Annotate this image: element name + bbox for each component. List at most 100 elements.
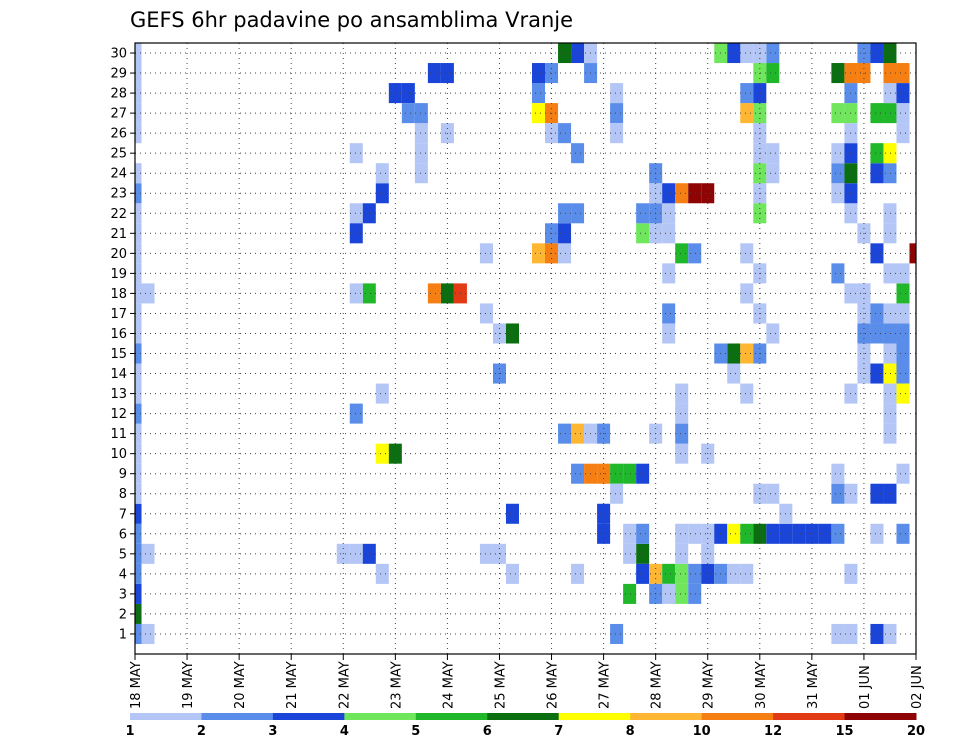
heatmap-cell	[401, 103, 415, 124]
heatmap-cell	[870, 303, 884, 324]
heatmap-cell	[610, 463, 624, 484]
heatmap-cell	[558, 223, 572, 244]
heatmap-cell	[675, 183, 689, 204]
heatmap-cell	[571, 143, 585, 164]
heatmap-cell	[135, 363, 142, 384]
x-tick-label: 02 JUN	[910, 665, 925, 709]
x-tick-label: 18 MAY	[129, 661, 144, 709]
heatmap-cell	[675, 403, 689, 424]
y-tick-label: 6	[119, 527, 127, 542]
heatmap-cell	[870, 363, 884, 384]
heatmap-cell	[740, 523, 754, 544]
heatmap-cell	[740, 343, 754, 364]
heatmap-cell	[727, 563, 741, 584]
heatmap-cell	[675, 443, 689, 464]
heatmap-cell	[135, 183, 142, 204]
colorbar-label: 1	[125, 724, 134, 739]
heatmap-cell	[883, 63, 897, 84]
heatmap-cell	[662, 323, 676, 344]
heatmap-cell	[766, 323, 780, 344]
heatmap-cell	[135, 63, 142, 84]
heatmap-cell	[135, 403, 142, 424]
heatmap-cell	[675, 583, 689, 604]
heatmap-cell	[740, 103, 754, 124]
heatmap-cell	[727, 343, 741, 364]
colorbar-label: 6	[483, 724, 492, 739]
heatmap-cell	[135, 263, 142, 284]
heatmap-cell	[896, 303, 910, 324]
heatmap-cell	[896, 523, 910, 544]
heatmap-cell	[479, 303, 493, 324]
heatmap-cell	[349, 223, 363, 244]
heatmap-cell	[909, 243, 916, 264]
heatmap-cell	[675, 543, 689, 564]
y-tick-label: 22	[110, 207, 127, 222]
colorbar-label: 4	[340, 724, 349, 739]
heatmap-cell	[135, 483, 142, 504]
y-tick-label: 17	[110, 307, 127, 322]
heatmap-cell	[870, 483, 884, 504]
y-tick-label: 27	[110, 107, 127, 122]
heatmap-cell	[688, 563, 702, 584]
heatmap-cell	[349, 203, 363, 224]
y-tick-label: 11	[110, 427, 127, 442]
heatmap-cell	[662, 303, 676, 324]
heatmap-cell	[766, 63, 780, 84]
colorbar-swatch	[415, 713, 488, 720]
heatmap-cell	[662, 223, 676, 244]
heatmap-cell	[896, 263, 910, 284]
colorbar-label: 15	[835, 724, 853, 739]
heatmap-cell	[505, 503, 519, 524]
heatmap-cell	[610, 103, 624, 124]
y-tick-label: 15	[110, 347, 127, 362]
heatmap-cell	[662, 183, 676, 204]
heatmap-cell	[414, 143, 428, 164]
heatmap-cell	[662, 203, 676, 224]
heatmap-cell	[883, 103, 897, 124]
heatmap-cell	[792, 523, 806, 544]
heatmap-cell	[740, 83, 754, 104]
x-tick-label: 27 MAY	[598, 661, 613, 709]
heatmap-cell	[558, 203, 572, 224]
heatmap-cell	[870, 43, 884, 64]
heatmap-cell	[610, 83, 624, 104]
heatmap-cell	[135, 443, 142, 464]
heatmap-cell	[135, 283, 142, 304]
heatmap-cell	[675, 523, 689, 544]
heatmap-cell	[135, 583, 142, 604]
heatmap-cell	[883, 43, 897, 64]
heatmap-cell	[623, 523, 637, 544]
y-tick-label: 8	[119, 487, 127, 502]
heatmap-cell	[870, 163, 884, 184]
heatmap-cell	[532, 243, 546, 264]
heatmap-cell	[870, 143, 884, 164]
heatmap-cell	[831, 623, 845, 644]
heatmap-cell	[896, 283, 910, 304]
colorbar-label: 2	[197, 724, 206, 739]
heatmap-cell	[610, 483, 624, 504]
x-tick-label: 20 MAY	[233, 661, 248, 709]
heatmap-cell	[883, 303, 897, 324]
heatmap-cell	[740, 243, 754, 264]
heatmap-cell	[727, 523, 741, 544]
colorbar: 1 2 3 4 5 6 7 8 10 12 15 20	[125, 713, 925, 739]
y-axis: 1234567891011121314151617181920212223242…	[110, 47, 135, 642]
heatmap-cell	[831, 463, 845, 484]
heatmap-cell	[414, 103, 428, 124]
heatmap-cell	[818, 523, 832, 544]
heatmap-cell	[831, 523, 845, 544]
heatmap-cell	[623, 463, 637, 484]
heatmap-cell	[870, 103, 884, 124]
heatmap-cell	[135, 103, 142, 124]
heatmap-cell	[831, 63, 845, 84]
heatmap-cell	[636, 563, 650, 584]
heatmap-cell	[675, 243, 689, 264]
heatmap-cell	[883, 363, 897, 384]
heatmap-cell	[375, 183, 389, 204]
heatmap-cell	[532, 83, 546, 104]
heatmap-cell	[896, 363, 910, 384]
heatmap-cell	[375, 383, 389, 404]
heatmap-cell	[135, 503, 142, 524]
colorbar-swatch	[201, 713, 274, 720]
